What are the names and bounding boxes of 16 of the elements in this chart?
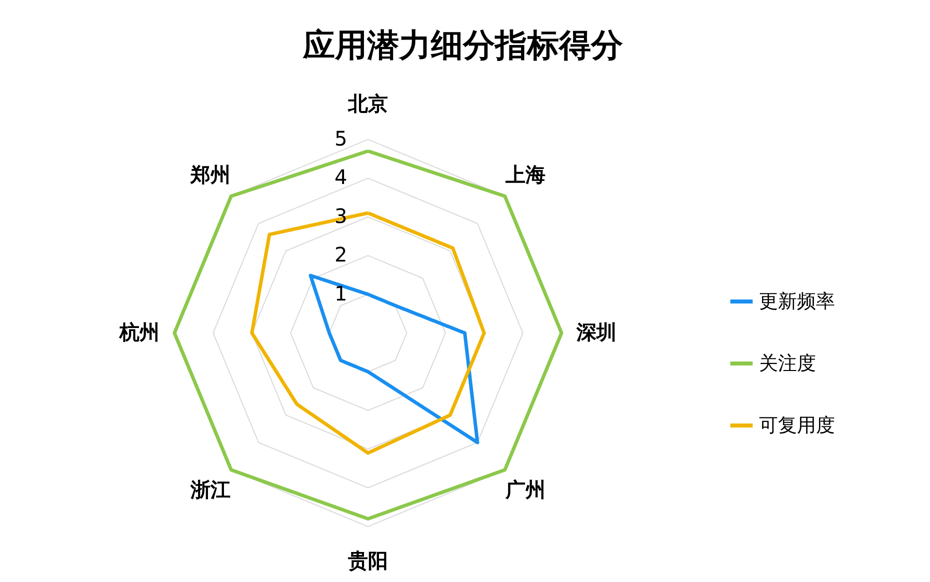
spoke-label: 北京 <box>347 92 388 116</box>
spoke-label: 上海 <box>504 162 546 187</box>
spoke-label: 广州 <box>504 477 546 502</box>
chart-title: 应用潜力细分指标得分 <box>302 26 623 64</box>
y-tick-label: 5 <box>334 126 348 150</box>
spoke-label: 贵阳 <box>347 548 388 572</box>
y-tick-label: 2 <box>334 242 348 267</box>
legend-label: 关注度 <box>759 352 816 374</box>
spoke-label: 深圳 <box>575 320 616 344</box>
spoke-label: 郑州 <box>190 162 231 187</box>
y-tick-label: 4 <box>334 165 348 190</box>
legend-label: 可复用度 <box>759 414 835 436</box>
legend-label: 更新频率 <box>759 290 835 312</box>
y-tick-label: 1 <box>334 281 348 306</box>
spoke-label: 杭州 <box>118 320 160 344</box>
spoke-label: 浙江 <box>190 477 231 502</box>
